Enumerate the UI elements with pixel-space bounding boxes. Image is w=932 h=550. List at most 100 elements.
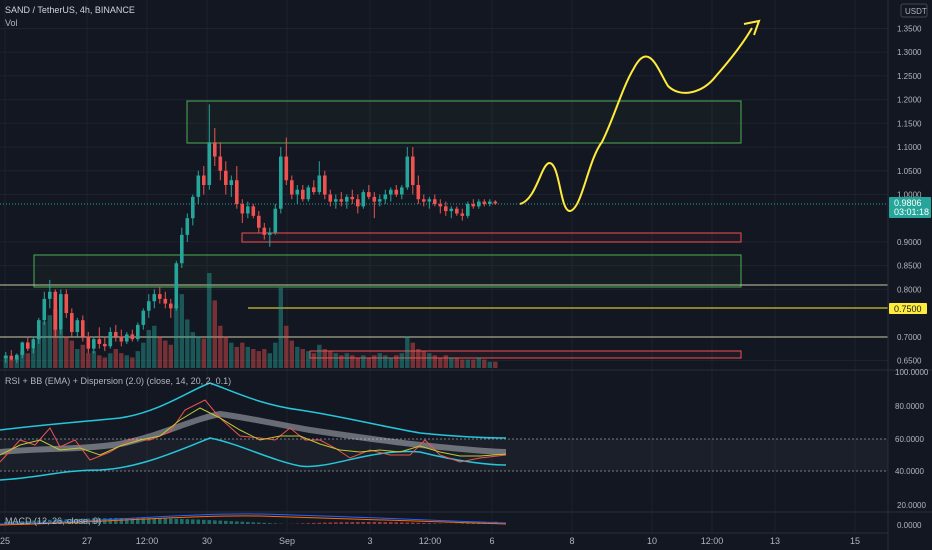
macd-bar bbox=[191, 519, 195, 524]
candle-body bbox=[295, 189, 300, 195]
candle-body bbox=[279, 156, 283, 209]
volume-bar bbox=[58, 330, 63, 368]
price-tick-label: 1.2500 bbox=[897, 72, 922, 81]
candle-body bbox=[240, 203, 245, 214]
rsi-tick-label: 100.0000 bbox=[895, 368, 929, 377]
currency-badge[interactable]: USDT bbox=[900, 3, 928, 18]
volume-bar bbox=[119, 353, 124, 368]
volume-bar bbox=[108, 353, 113, 368]
volume-bar bbox=[207, 273, 212, 368]
macd-bar bbox=[213, 520, 217, 524]
macd-bar bbox=[218, 520, 223, 524]
volume-bar bbox=[350, 355, 355, 368]
candle-body bbox=[389, 189, 393, 195]
volume-bar bbox=[179, 294, 184, 368]
volume-bar bbox=[229, 342, 234, 368]
volume-bar bbox=[163, 340, 168, 368]
bb-upper-band bbox=[0, 382, 507, 439]
candle-body bbox=[284, 156, 289, 181]
macd-bar bbox=[405, 522, 410, 524]
macd-tick-label: 0.0000 bbox=[897, 521, 922, 530]
candle-body bbox=[416, 185, 421, 200]
candle-body bbox=[433, 199, 437, 204]
macd-title[interactable]: MACD (12, 26, close, 9) bbox=[5, 516, 102, 526]
candle-body bbox=[141, 310, 146, 325]
volume-bar bbox=[256, 351, 261, 368]
volume-bar bbox=[366, 357, 371, 368]
candle-body bbox=[438, 203, 443, 207]
macd-bar bbox=[389, 522, 393, 524]
volume-bar bbox=[64, 336, 69, 368]
currency-text: USDT bbox=[905, 7, 927, 16]
volume-bar bbox=[141, 342, 146, 368]
candle-body bbox=[466, 203, 470, 216]
rsi-tick-label: 60.0000 bbox=[895, 435, 924, 444]
candle-body bbox=[367, 192, 371, 197]
macd-bar bbox=[20, 521, 25, 524]
candle-body bbox=[92, 339, 96, 349]
volume-bar bbox=[460, 359, 465, 368]
candle-body bbox=[477, 201, 481, 207]
volume-bar bbox=[449, 357, 454, 368]
volume-bar bbox=[471, 359, 476, 368]
macd-bar bbox=[411, 522, 415, 524]
price-tick-label: 0.7000 bbox=[897, 333, 922, 342]
volume-bar bbox=[476, 357, 481, 368]
rsi-signal-line bbox=[0, 407, 507, 457]
volume-bar bbox=[421, 351, 426, 368]
candle-body bbox=[246, 206, 250, 214]
macd-bar bbox=[361, 522, 366, 524]
volume-bar bbox=[251, 349, 256, 368]
level-price-badge: 0.7500 bbox=[889, 303, 927, 314]
candle-body bbox=[350, 196, 355, 200]
volume-bar bbox=[196, 336, 201, 368]
rsi-title[interactable]: RSI + BB (EMA) + Dispersion (2.0) (close… bbox=[5, 376, 232, 386]
volume-bar bbox=[339, 355, 344, 368]
candle-body bbox=[345, 196, 349, 202]
macd-bar bbox=[350, 522, 355, 524]
volume-bar bbox=[146, 330, 151, 368]
volume-bar bbox=[157, 336, 162, 368]
volume-bar bbox=[383, 355, 388, 368]
candle-body bbox=[103, 343, 107, 347]
time-tick-label: 12:00 bbox=[136, 536, 159, 546]
macd-bar bbox=[433, 523, 437, 524]
candle-body bbox=[191, 196, 195, 219]
symbol-title[interactable]: SAND / TetherUS, 4h, BINANCE bbox=[5, 5, 135, 15]
price-tick-label: 1.3000 bbox=[897, 48, 922, 57]
time-tick-label: 8 bbox=[569, 536, 574, 546]
candle-body bbox=[31, 339, 36, 349]
macd-bar bbox=[119, 518, 124, 524]
volume-bar bbox=[399, 353, 404, 368]
macd-bar bbox=[180, 518, 184, 524]
volume-bar bbox=[465, 359, 470, 368]
volume-bar bbox=[31, 349, 36, 368]
macd-bar bbox=[224, 520, 228, 524]
volume-bar bbox=[427, 353, 432, 368]
candle-body bbox=[86, 336, 91, 349]
level-price-text: 0.7500 bbox=[894, 304, 922, 314]
macd-bar bbox=[240, 521, 245, 524]
volume-bar bbox=[47, 315, 52, 368]
volume-bar bbox=[333, 353, 338, 368]
macd-panel bbox=[0, 513, 507, 526]
candle-body bbox=[455, 208, 459, 214]
macd-bar bbox=[378, 522, 382, 524]
candle-body bbox=[147, 301, 151, 311]
candle-body bbox=[317, 175, 322, 193]
volume-label: Vol bbox=[5, 18, 18, 28]
macd-bar bbox=[306, 523, 311, 524]
volume-bar bbox=[410, 342, 415, 368]
macd-bar bbox=[37, 520, 41, 524]
macd-bar bbox=[345, 522, 349, 524]
macd-bar bbox=[460, 523, 465, 524]
low-zone-box bbox=[309, 350, 742, 359]
candle-body bbox=[361, 192, 366, 207]
macd-bar bbox=[334, 522, 338, 524]
volume-bar bbox=[201, 338, 206, 368]
volume-bar bbox=[289, 340, 294, 368]
price-tick-label: 1.0000 bbox=[897, 190, 922, 199]
